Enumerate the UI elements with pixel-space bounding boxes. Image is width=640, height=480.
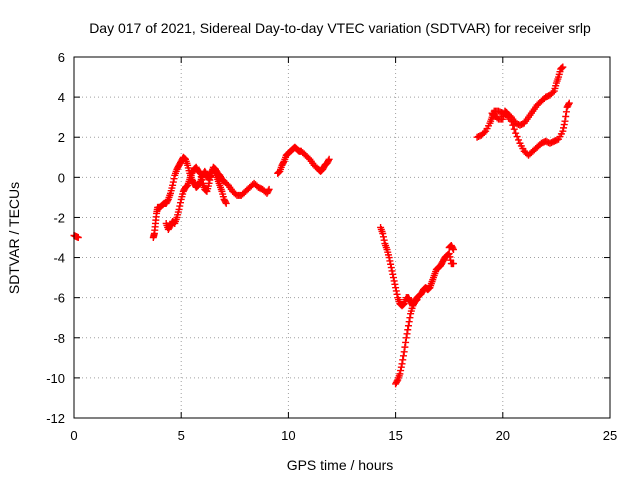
- data-point: [405, 318, 413, 326]
- data-point: [404, 326, 412, 334]
- chart-title: Day 017 of 2021, Sidereal Day-to-day VTE…: [89, 20, 591, 36]
- x-tick-label: 20: [496, 428, 510, 443]
- data-point: [170, 175, 178, 183]
- x-tick-labels: 0 5 10 15 20 25: [70, 428, 617, 443]
- y-tick-label: 2: [58, 130, 65, 145]
- y-tick-label: 0: [58, 170, 65, 185]
- data-point: [565, 99, 573, 107]
- y-tick-label: 4: [58, 90, 65, 105]
- data-point: [399, 356, 407, 364]
- data-point: [380, 236, 388, 244]
- data-point: [379, 229, 387, 237]
- data-point: [169, 178, 177, 186]
- x-axis-label: GPS time / hours: [287, 457, 394, 473]
- data-point: [396, 370, 404, 378]
- grid: [74, 57, 610, 418]
- data-point: [397, 363, 405, 371]
- data-point: [399, 352, 407, 360]
- data-point: [559, 63, 567, 71]
- data-point: [445, 250, 453, 258]
- data-point: [403, 330, 411, 338]
- data-point: [565, 100, 573, 108]
- data-point: [387, 264, 395, 272]
- data-point: [391, 280, 399, 288]
- y-tick-label: -2: [53, 210, 65, 225]
- data-point: [205, 179, 213, 187]
- y-tick-label: -4: [53, 251, 65, 266]
- data-point: [392, 284, 400, 292]
- data-point: [74, 234, 82, 241]
- data-point: [512, 129, 520, 137]
- data-point: [325, 155, 333, 163]
- data-point: [446, 253, 454, 261]
- x-tick-label: 10: [281, 428, 295, 443]
- y-axis-label: SDTVAR / TECUs: [6, 182, 22, 294]
- plot-frame: [73, 56, 611, 419]
- y-tick-label: -12: [46, 411, 65, 426]
- data-point: [264, 187, 272, 195]
- data-point: [198, 176, 206, 184]
- data-points: [70, 63, 573, 388]
- data-point: [562, 112, 570, 120]
- data-point: [379, 233, 387, 241]
- data-point: [559, 127, 567, 135]
- data-point: [197, 173, 205, 181]
- data-point: [176, 202, 184, 210]
- data-point: [560, 121, 568, 129]
- data-point: [169, 181, 177, 189]
- x-tick-label: 0: [70, 428, 77, 443]
- data-point: [406, 314, 414, 322]
- data-point: [265, 185, 273, 193]
- data-point: [324, 157, 332, 165]
- data-point: [388, 267, 396, 275]
- data-point: [164, 197, 172, 205]
- data-point: [206, 176, 214, 184]
- data-point: [510, 125, 518, 133]
- data-point: [480, 129, 488, 137]
- x-tick-label: 5: [178, 428, 185, 443]
- data-point: [515, 136, 523, 144]
- data-point: [393, 377, 401, 385]
- data-point: [413, 296, 421, 304]
- data-point: [560, 124, 568, 132]
- data-point: [449, 244, 457, 252]
- data-point: [196, 169, 204, 177]
- y-tick-label: 6: [58, 50, 65, 65]
- data-point: [393, 290, 401, 298]
- data-point: [449, 260, 457, 268]
- data-point: [222, 199, 230, 207]
- y-tick-label: -6: [53, 291, 65, 306]
- data-point: [392, 287, 400, 295]
- x-tick-label: 25: [603, 428, 617, 443]
- data-point: [561, 117, 569, 125]
- y-tick-labels: 6 4 2 0 -2 -4 -6 -8 -10 -12: [46, 50, 65, 426]
- data-point: [513, 133, 521, 141]
- data-point: [175, 205, 183, 213]
- data-point: [404, 322, 412, 330]
- data-point: [549, 88, 557, 96]
- data-point: [389, 274, 397, 282]
- data-point: [385, 254, 393, 262]
- data-point: [176, 199, 184, 207]
- data-point: [402, 338, 410, 346]
- data-point: [449, 246, 457, 254]
- data-point: [562, 108, 570, 116]
- x-tick-label: 15: [388, 428, 402, 443]
- data-point: [398, 360, 406, 368]
- data-point: [390, 277, 398, 285]
- data-point: [397, 367, 405, 375]
- data-point: [279, 159, 287, 167]
- data-point: [402, 334, 410, 342]
- data-point: [389, 270, 397, 278]
- data-point: [207, 173, 215, 181]
- y-tick-label: -10: [46, 371, 65, 386]
- y-tick-label: -8: [53, 331, 65, 346]
- data-point: [222, 198, 230, 206]
- data-point: [400, 348, 408, 356]
- data-point: [401, 343, 409, 351]
- data-point: [387, 260, 395, 268]
- data-point: [386, 257, 394, 265]
